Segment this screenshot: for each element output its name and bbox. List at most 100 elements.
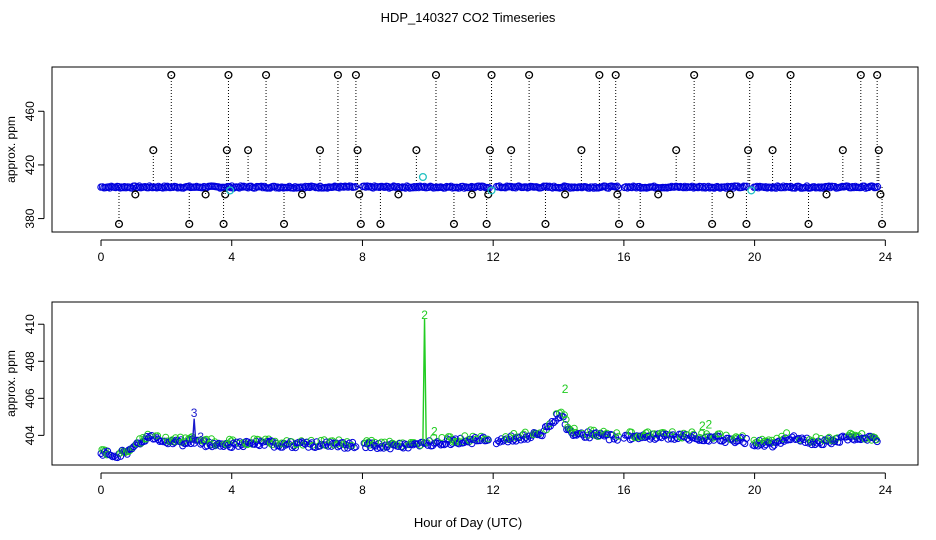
profile-point xyxy=(470,436,478,444)
profile-point xyxy=(352,443,360,451)
profile-point xyxy=(341,444,348,452)
baseline-point xyxy=(115,183,123,191)
flag1-point xyxy=(487,186,496,195)
outlier-point xyxy=(376,219,385,229)
profile-point-flag2 xyxy=(484,435,492,443)
outlier-point xyxy=(244,146,253,155)
y-tick-label: 410 xyxy=(23,314,37,334)
profile-point-flag2 xyxy=(796,436,804,444)
baseline-point xyxy=(425,183,433,191)
y-axis-label: approx. ppm xyxy=(4,116,18,183)
profile-point xyxy=(813,439,821,447)
outlier-point xyxy=(315,146,325,155)
baseline-point xyxy=(815,183,823,191)
outlier-point xyxy=(482,219,491,229)
profile-point-flag2 xyxy=(613,429,621,437)
profile-point xyxy=(550,419,558,427)
outlier-point xyxy=(333,70,342,80)
profile-point xyxy=(667,435,675,443)
outlier-point xyxy=(768,146,777,155)
baseline-point xyxy=(742,182,751,191)
x-tick-label: 24 xyxy=(879,250,893,264)
outlier-point xyxy=(221,190,230,199)
outlier-point xyxy=(261,70,271,80)
outlier-point xyxy=(690,70,699,80)
outlier-point xyxy=(131,190,140,199)
profile-point-flag2 xyxy=(570,424,578,432)
outlier-point xyxy=(878,219,887,229)
outlier-point xyxy=(487,70,496,80)
profile-point xyxy=(184,439,192,447)
outlier-point xyxy=(614,219,624,229)
baseline-point xyxy=(404,183,413,191)
baseline-point xyxy=(351,183,360,191)
outlier-point xyxy=(595,70,604,80)
profile-point xyxy=(653,434,661,442)
baseline-point xyxy=(347,182,355,191)
profile-point-flag2 xyxy=(783,429,791,437)
outlier-point xyxy=(856,70,865,80)
outlier-point xyxy=(449,219,459,229)
y-tick-label: 408 xyxy=(23,351,37,371)
panel-top: 0 4 8 12 16 20 24 380 420 460 approx. ppm xyxy=(4,66,919,264)
outlier-point xyxy=(742,219,751,229)
spike-line-blue xyxy=(191,418,197,443)
outlier-point xyxy=(279,219,289,229)
outlier-point xyxy=(636,219,645,229)
profile-point-flag2 xyxy=(511,433,519,441)
profile-point xyxy=(742,435,750,442)
outlier-point xyxy=(804,219,813,229)
profile-point xyxy=(282,441,290,449)
outlier-point xyxy=(577,146,586,155)
profile-point xyxy=(873,438,881,446)
outlier-point xyxy=(149,146,158,155)
outlier-point xyxy=(114,219,124,229)
baseline-point xyxy=(565,183,573,191)
profile-point-flag2 xyxy=(423,439,431,447)
profile-point xyxy=(721,439,729,446)
outlier-point xyxy=(353,146,362,155)
flag2-marker: 2 xyxy=(421,308,428,322)
flag2-marker: 2 xyxy=(706,417,713,431)
profile-point xyxy=(292,444,299,452)
x-tick-label: 20 xyxy=(748,483,762,497)
outlier-point xyxy=(613,190,622,199)
profile-point-flag2 xyxy=(565,425,573,433)
profile-point-flag2 xyxy=(144,430,152,438)
flag2-marker: 2 xyxy=(431,425,438,439)
outlier-point xyxy=(561,190,570,199)
outlier-point xyxy=(611,70,620,80)
profile-point xyxy=(525,432,533,440)
profile-point xyxy=(385,441,393,449)
outlier-point xyxy=(672,146,681,155)
outlier-point xyxy=(507,146,516,155)
baseline-point xyxy=(360,182,368,190)
x-tick-label: 4 xyxy=(228,250,235,264)
outlier-point xyxy=(876,190,885,199)
outlier-point xyxy=(726,190,735,199)
baseline-point xyxy=(679,183,688,192)
x-tick-label: 16 xyxy=(617,250,631,264)
outlier-point xyxy=(224,70,233,80)
outlier-point xyxy=(485,146,494,155)
outlier-point xyxy=(219,219,228,229)
profile-point xyxy=(636,432,644,440)
profile-point-flag2 xyxy=(371,438,379,446)
chart-title: HDP_140327 CO2 Timeseries xyxy=(380,10,556,25)
outlier-point xyxy=(838,146,847,155)
x-tick-label: 24 xyxy=(879,483,893,497)
profile-point xyxy=(671,435,678,443)
profile-point-flag2 xyxy=(716,430,724,438)
plot-frame xyxy=(51,301,919,466)
outlier-point xyxy=(356,219,365,229)
outlier-point xyxy=(222,146,231,155)
outlier-point xyxy=(541,219,550,229)
x-tick-label: 0 xyxy=(98,483,105,497)
profile-point-flag2 xyxy=(560,411,568,419)
outlier-point xyxy=(786,70,795,80)
y-tick-label: 420 xyxy=(23,155,37,175)
baseline-point xyxy=(315,184,323,192)
